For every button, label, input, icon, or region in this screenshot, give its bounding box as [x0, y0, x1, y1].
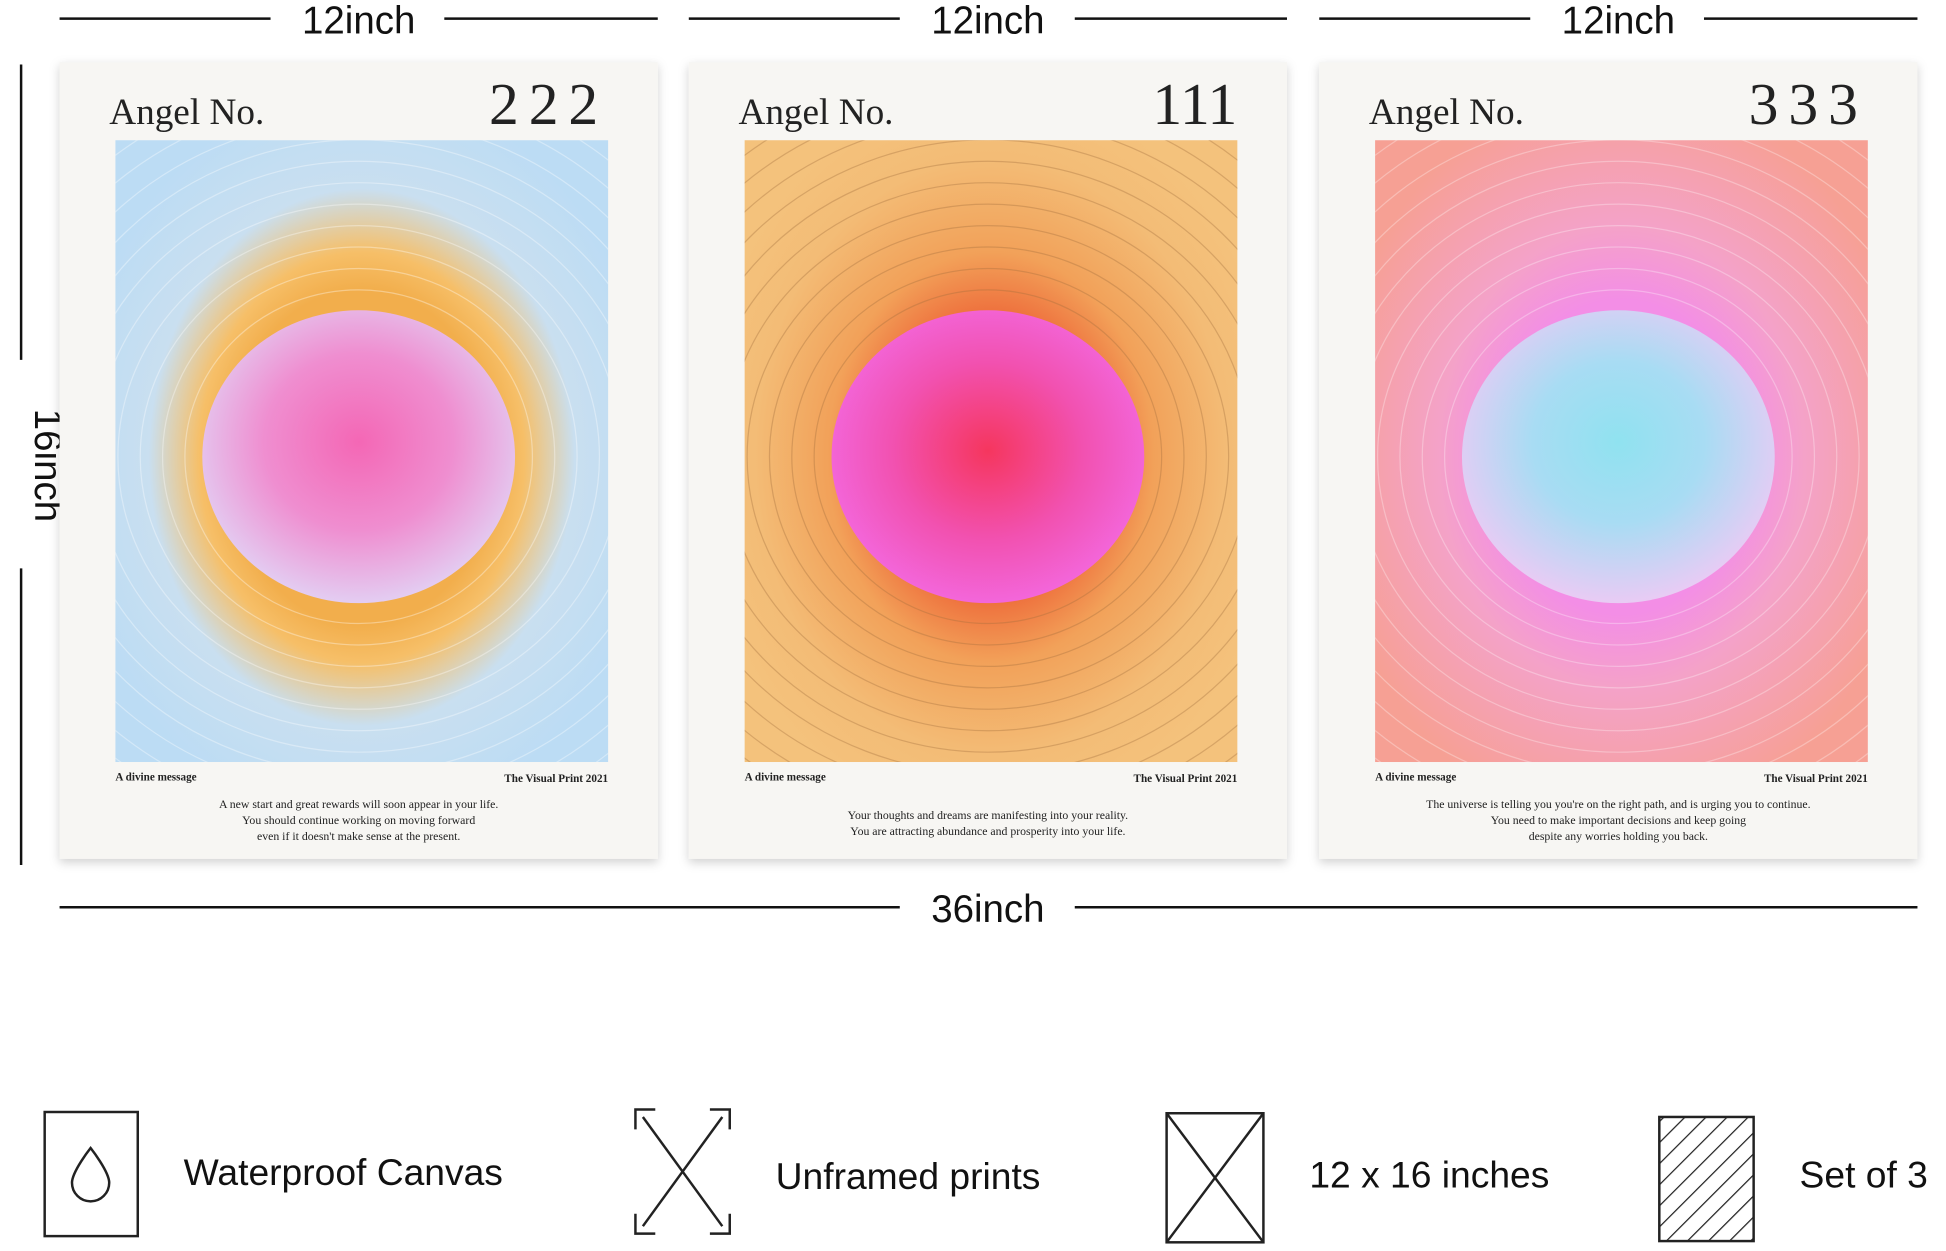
art-ring — [139, 246, 578, 668]
width-label: 12inch — [1562, 0, 1675, 43]
art-ring — [117, 224, 601, 689]
width-label: 12inch — [931, 0, 1044, 43]
feature-label: 12 x 16 inches — [1309, 1154, 1549, 1196]
poster-message: You should continue working on moving fo… — [242, 813, 475, 827]
poster-message: You need to make important decisions and… — [1491, 813, 1746, 827]
dimension-lines — [19, 17, 1918, 909]
art-ring — [744, 160, 1238, 753]
total-width-label: 36inch — [931, 888, 1044, 931]
poster: Angel No. 111 A divine message The Visual P… — [688, 62, 1287, 859]
art-ring — [1375, 160, 1868, 753]
art-ring — [744, 182, 1238, 732]
poster-footer-right: The Visual Print 2021 — [1764, 773, 1868, 785]
poster-title: Angel No. — [738, 92, 893, 133]
poster-message: A new start and great rewards will soon … — [219, 797, 498, 811]
poster-message: The universe is telling you you're on th… — [1426, 797, 1810, 811]
poster-footer-left: A divine message — [745, 772, 826, 784]
art-orb — [1461, 310, 1775, 604]
art-ring — [1375, 203, 1868, 710]
width-label: 12inch — [302, 0, 415, 43]
feature-icons — [43, 1108, 1755, 1244]
poster-message: even if it doesn't make sense at the pre… — [257, 829, 460, 843]
poster-title: Angel No. — [109, 92, 264, 133]
canvas-icon — [43, 1110, 139, 1238]
art-rings — [115, 140, 609, 763]
poster-message: Your thoughts and dreams are manifesting… — [848, 808, 1128, 822]
poster-number: 111 — [1152, 71, 1237, 137]
art-rings — [744, 140, 1238, 763]
unframed-icon — [634, 1108, 731, 1235]
poster-footer-right: The Visual Print 2021 — [504, 773, 608, 785]
art-ring — [1399, 246, 1838, 668]
art-ring — [746, 224, 1230, 689]
poster: Angel No. 333 A divine message The Visual P… — [1319, 62, 1918, 859]
poster-footer-left: A divine message — [115, 772, 196, 784]
feature-label: Waterproof Canvas — [184, 1151, 503, 1193]
poster-message: You are attracting abundance and prosper… — [850, 824, 1125, 838]
set-icon — [1658, 1115, 1755, 1243]
art-ring — [115, 160, 609, 753]
size-icon — [1165, 1112, 1265, 1244]
art-ring — [161, 267, 556, 646]
droplet-icon — [70, 1145, 111, 1203]
poster-footer-right: The Visual Print 2021 — [1134, 773, 1238, 785]
art-orb — [831, 310, 1145, 604]
art-ring — [1375, 182, 1868, 732]
art-ring — [744, 203, 1238, 710]
art-ring — [115, 203, 609, 710]
feature-label: Unframed prints — [776, 1155, 1041, 1197]
posters: Angel No. 222 A divine message The Visual P… — [59, 62, 1918, 859]
art-ring — [768, 246, 1207, 668]
poster: Angel No. 222 A divine message The Visual P… — [59, 62, 658, 859]
poster-footer-left: A divine message — [1375, 772, 1456, 784]
art-ring — [184, 289, 534, 625]
art-ring — [1443, 289, 1793, 625]
art-ring — [813, 289, 1163, 625]
poster-message: despite any worries holding you back. — [1529, 829, 1708, 843]
art-ring — [1376, 224, 1860, 689]
art-orb — [202, 310, 516, 604]
feature-label: Set of 3 — [1800, 1154, 1928, 1196]
art-rings — [1375, 140, 1868, 763]
art-ring — [1421, 267, 1816, 646]
poster-number: 333 — [1749, 71, 1868, 137]
art-ring — [791, 267, 1185, 646]
art-ring — [115, 182, 609, 732]
poster-title: Angel No. — [1369, 92, 1524, 133]
poster-number: 222 — [489, 71, 608, 137]
